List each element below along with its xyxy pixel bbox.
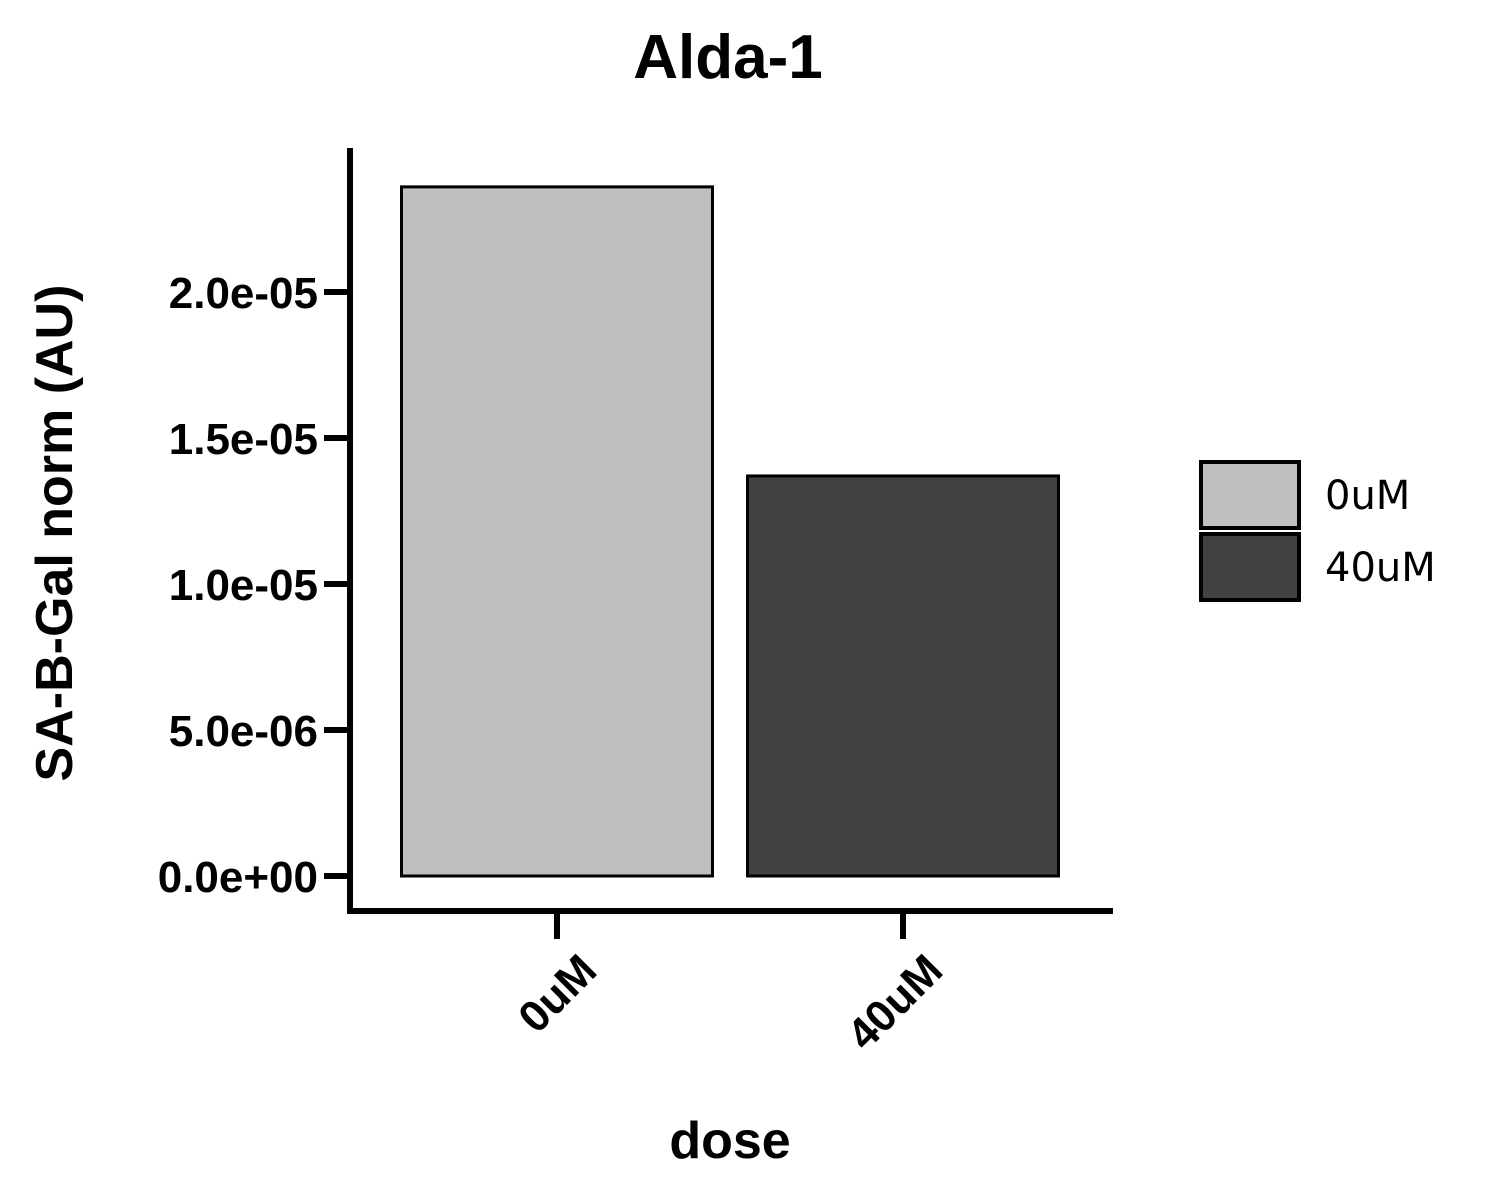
legend-swatch — [1199, 460, 1301, 530]
chart-title: Alda-1 — [633, 23, 822, 92]
legend-label: 40uM — [1325, 545, 1436, 591]
y-tick-label: 2.0e-05 — [169, 269, 318, 318]
legend-swatch — [1199, 532, 1301, 602]
y-tick-label: 1.0e-05 — [169, 561, 318, 610]
bar-40uM — [746, 474, 1060, 878]
legend: 0uM 40uM — [1199, 460, 1436, 602]
y-tick-label: 0.0e+00 — [158, 853, 318, 902]
x-tick-label: 0uM — [509, 945, 606, 1042]
bar-0uM — [400, 185, 714, 878]
legend-label: 0uM — [1325, 473, 1410, 519]
x-tick-label: 40uM — [838, 945, 952, 1059]
y-tick-label: 1.5e-05 — [169, 415, 318, 464]
plot-area: 0.0e+00 5.0e-06 1.0e-05 1.5e-05 2.0e-05 0uM 40… — [158, 148, 1113, 1060]
y-tick-label: 5.0e-06 — [169, 707, 318, 756]
x-axis-title: dose — [669, 1112, 790, 1170]
y-axis-title: SA-B-Gal norm (AU) — [26, 285, 84, 782]
